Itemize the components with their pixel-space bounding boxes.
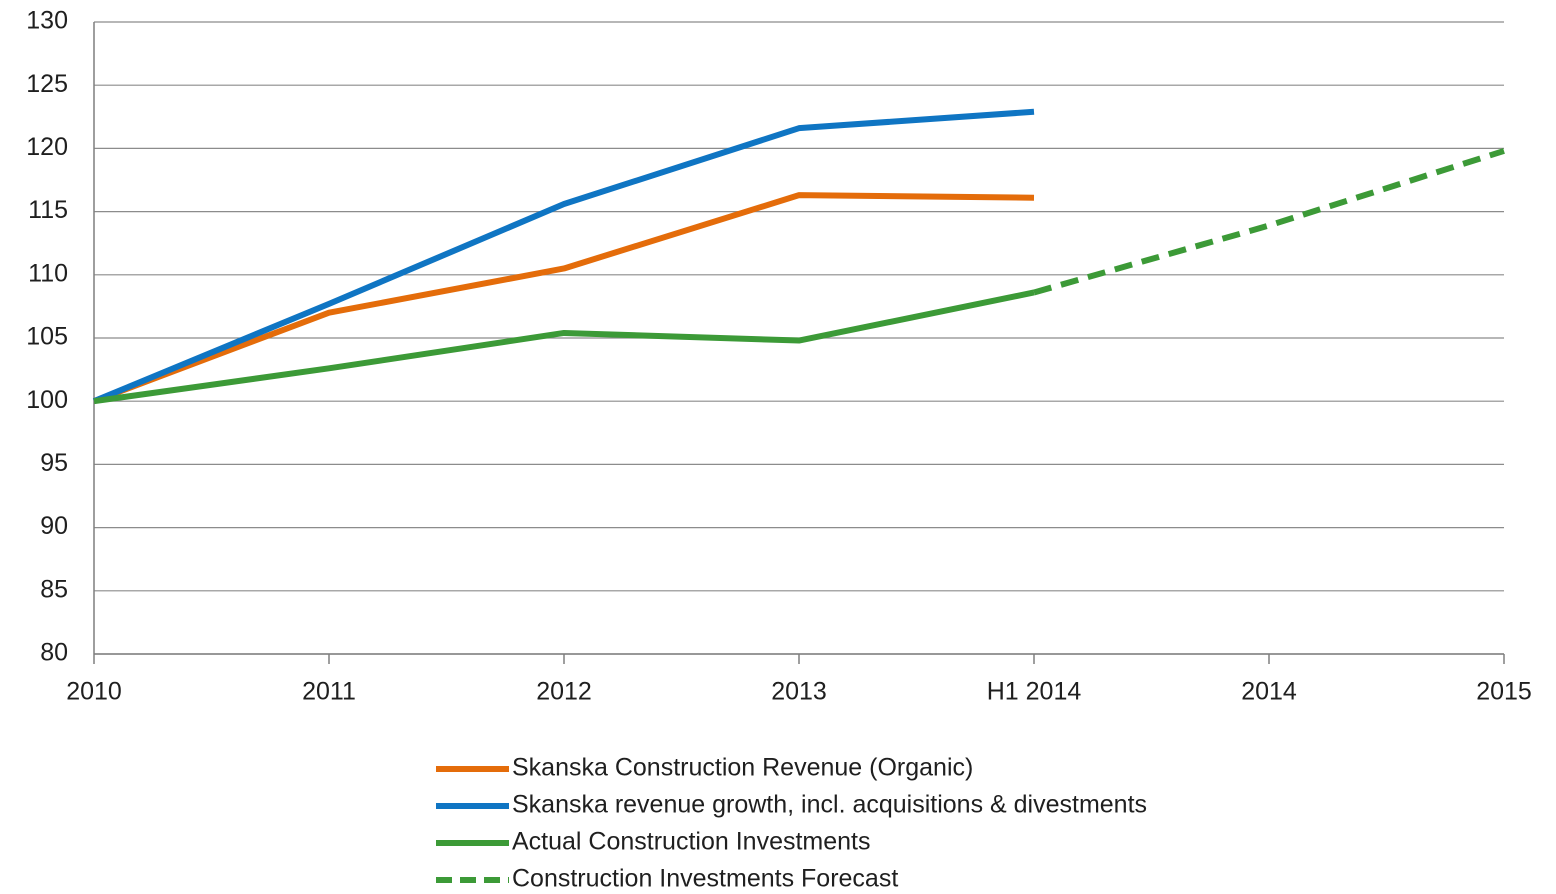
y-tick-label: 90 xyxy=(40,512,68,540)
x-tick-label: 2014 xyxy=(1241,678,1297,706)
y-tick-label: 110 xyxy=(28,259,68,287)
x-tick-label: 2010 xyxy=(66,678,122,706)
y-tick-label: 130 xyxy=(26,7,68,35)
legend-label: Skanska revenue growth, incl. acquisitio… xyxy=(512,791,1147,819)
x-tick-label: 2012 xyxy=(536,678,592,706)
y-tick-label: 120 xyxy=(26,133,68,161)
legend-label: Skanska Construction Revenue (Organic) xyxy=(512,754,973,782)
y-tick-label: 80 xyxy=(40,639,68,667)
legend-label: Actual Construction Investments xyxy=(512,828,871,856)
x-tick-label: H1 2014 xyxy=(987,678,1082,706)
series-line xyxy=(92,108,1035,404)
y-tick-label: 115 xyxy=(28,196,68,224)
y-tick-label: 105 xyxy=(26,323,68,351)
x-tick-label: 2011 xyxy=(302,678,356,706)
y-tick-label: 125 xyxy=(26,70,68,98)
x-tick-label: 2015 xyxy=(1476,678,1532,706)
y-tick-label: 95 xyxy=(40,449,68,477)
series-line xyxy=(1033,148,1505,296)
x-tick-label: 2013 xyxy=(771,678,827,706)
legend-label: Construction Investments Forecast xyxy=(512,865,898,893)
y-tick-label: 85 xyxy=(40,575,68,603)
series-line xyxy=(92,192,1035,405)
series-line xyxy=(93,289,1035,405)
y-tick-label: 100 xyxy=(26,386,68,414)
